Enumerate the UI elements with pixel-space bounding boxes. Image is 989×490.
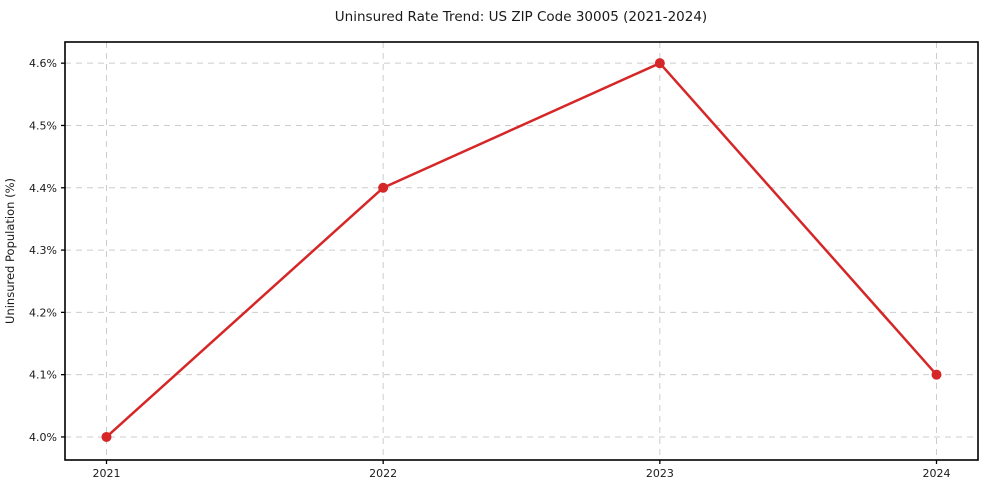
- y-tick-label: 4.3%: [29, 244, 57, 257]
- data-point: [101, 431, 112, 442]
- data-point: [654, 58, 665, 69]
- y-tick-label: 4.6%: [29, 57, 57, 70]
- y-tick-label: 4.2%: [29, 306, 57, 319]
- axes: 2021 2022 2023 2024 4.0% 4.1% 4.2% 4.3% 4.4% 4.5%…: [29, 41, 979, 480]
- y-tick-label: 4.1%: [29, 369, 57, 382]
- y-tick-label: 4.0%: [29, 431, 57, 444]
- y-axis-label: Uninsured Population (%): [3, 178, 17, 324]
- trend-line: [105, 61, 938, 439]
- x-tick-label: 2024: [923, 467, 951, 480]
- y-tick-label: 4.5%: [29, 119, 57, 132]
- data-series: [101, 58, 942, 442]
- data-point: [931, 369, 942, 380]
- chart-title: Uninsured Rate Trend: US ZIP Code 30005 …: [335, 9, 707, 25]
- plot-frame: [64, 41, 979, 461]
- x-tick-label: 2021: [93, 467, 121, 480]
- x-tick-label: 2022: [369, 467, 397, 480]
- data-point: [378, 182, 389, 193]
- x-tick-label: 2023: [646, 467, 674, 480]
- y-tick-label: 4.4%: [29, 182, 57, 195]
- gridlines: [65, 42, 978, 460]
